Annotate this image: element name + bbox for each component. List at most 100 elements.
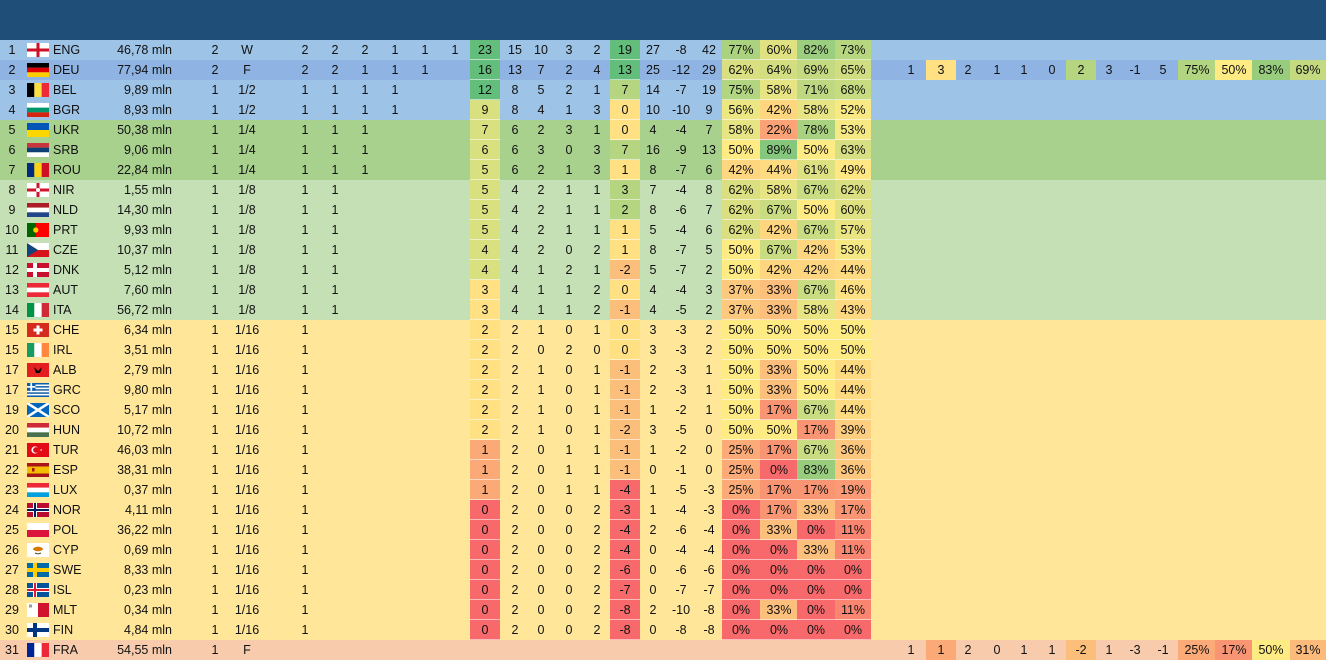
cell-teams: 1 [211,383,219,397]
nld-flag-icon [27,203,49,217]
alb-flag-icon [27,363,49,377]
cell-p: 2 [470,360,500,380]
cell-draws: 0 [565,323,573,337]
cell-population: 4,11 mln [124,503,172,517]
cell-semi [380,260,410,280]
cell-round: 1/2 [238,83,256,97]
table-row: 20 HUN 10,72 mln 1 1/16 1 2 2 1 0 1 -2 3 -5 0 50% 50% 17%… [0,420,1326,440]
cell-teams: 1 [211,583,219,597]
cell-win [440,200,470,220]
cell-r8: 1 [331,243,339,257]
cell-p: 2 [470,320,500,340]
cell-teams: 1 [211,143,219,157]
cell-goals-for: 0 [649,563,657,577]
cell-r8 [320,600,350,620]
cell-pts: 75% [722,80,760,100]
cell-all: 44% [835,260,871,280]
cell-goal-diff: -1 [610,460,640,480]
q-cell-p: 3 [926,60,956,80]
cell-goals-for: 1 [649,503,657,517]
cell-pos: 26 [5,543,19,557]
cell-final [410,420,440,440]
cell-p: 2 [470,340,500,360]
cell-r8: 1 [331,303,339,317]
cell-draws: 1 [565,163,573,177]
cell-wins: 2 [537,203,545,217]
cell-matches: 4 [511,303,519,317]
cell-draws: 2 [565,83,573,97]
cell-goals-against: -8 [675,623,687,637]
cell-nation: DNK [53,263,80,277]
cell-goals-for: 0 [649,543,657,557]
cell-p: 5 [470,180,500,200]
cell-off: 17% [760,440,798,460]
cell-sum: 6 [705,163,713,177]
cell-def: 42% [797,240,835,260]
cell-nation: MLT [53,603,78,617]
cell-sum: -4 [703,523,715,537]
col-header-pts [722,20,760,40]
cell-def: 78% [797,120,835,140]
cell-losses: 4 [593,63,601,77]
cell-all: 44% [835,400,871,420]
cell-r4 [350,340,380,360]
cell-final [410,540,440,560]
cell-matches: 2 [511,383,519,397]
cell-teams: 1 [211,223,219,237]
cell-r8: 1 [331,103,339,117]
cell-pts: 37% [722,300,760,320]
cell-round: 1/16 [234,403,260,417]
cell-matches: 2 [511,503,519,517]
cell-win: 1 [451,43,459,57]
cell-p: 3 [470,300,500,320]
cell-goals-against: -12 [671,63,691,77]
cell-goal-diff: 7 [610,80,640,100]
cell-goals-against: -5 [675,423,687,437]
cell-def: 50% [797,320,835,340]
table-row: 15 CHE 6,34 mln 1 1/16 1 2 2 1 0 1 0 3 -3 2 50% 50% 50% 50… [0,320,1326,340]
cell-wins: 3 [537,143,545,157]
cell-def: 67% [797,220,835,240]
cell-losses [582,640,612,660]
cell-teams: 1 [211,483,219,497]
cell-final [410,120,440,140]
cell-losses: 1 [593,223,601,237]
cell-p: 5 [470,220,500,240]
cell-r16: 1 [301,323,309,337]
nor-flag-icon [27,503,49,517]
cell-semi [380,400,410,420]
cell-all: 36% [835,460,871,480]
cell-wins: 0 [537,483,545,497]
q-cell-l: 0 [1048,63,1056,77]
q-cell-off: 50% [1215,60,1253,80]
cell-wins: 1 [537,283,545,297]
cell-r16: 1 [301,483,309,497]
cell-win [440,80,470,100]
cell-matches: 4 [511,223,519,237]
cell-nation: SWE [53,563,82,577]
cell-goals-for: 16 [646,143,660,157]
cell-win [440,60,470,80]
q-cell-d: 1 [1020,643,1028,657]
q-cell-m: 2 [964,643,972,657]
cell-population: 14,30 mln [117,203,172,217]
cell-nation: NOR [53,503,81,517]
rou-flag-icon [27,163,49,177]
cell-sum: 1 [705,383,713,397]
cell-final [410,300,440,320]
cell-def: 67% [797,440,835,460]
cell-draws: 0 [565,243,573,257]
cell-r16: 1 [301,503,309,517]
cell-all: 43% [835,300,871,320]
col-header-draws [554,20,584,40]
cell-matches: 2 [511,543,519,557]
cell-pos: 20 [5,423,19,437]
cell-teams: 1 [211,403,219,417]
cell-round: 1/16 [234,443,260,457]
cell-pos: 17 [5,363,19,377]
table-row: 25 POL 36,22 mln 1 1/16 1 0 2 0 0 2 -4 2 -6 -4 0% 33% 0% 1… [0,520,1326,540]
cell-off: 67% [760,200,798,220]
cell-goals-for: 0 [649,463,657,477]
cell-p: 2 [470,420,500,440]
cell-off: 0% [760,560,798,580]
